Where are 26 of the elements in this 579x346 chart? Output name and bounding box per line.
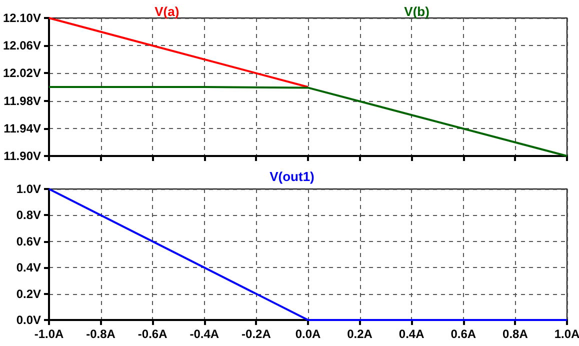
text: V(out1) <box>270 169 314 184</box>
x-tick-label: 0.2A <box>347 327 373 341</box>
x-tick-label: 0.8A <box>502 327 528 341</box>
x-tick-label: 1.0A <box>554 327 579 341</box>
y-tick-label: 0.4V <box>16 260 41 275</box>
x-tick-label: -0.6A <box>138 327 168 341</box>
y-tick-label: 11.90V <box>4 149 41 163</box>
x-tick-label: -0.8A <box>86 327 116 341</box>
x-tick-label: -0.4A <box>190 327 220 341</box>
text: V(b) <box>404 4 430 19</box>
x-tick-label: 0.0A <box>295 327 321 341</box>
y-tick-label: 1.0V <box>16 182 41 196</box>
y-tick-label: 11.94V <box>4 121 41 136</box>
y-tick-label: 11.98V <box>4 94 41 108</box>
x-tick-label: 0.4A <box>398 327 425 341</box>
y-tick-label: 12.06V <box>2 38 41 53</box>
x-tick-label: -1.0A <box>34 327 64 341</box>
x-tick-label: 0.6A <box>450 327 476 341</box>
y-tick-label: 0.6V <box>16 234 41 248</box>
y-tick-label: 12.10V <box>2 11 41 25</box>
y-tick-label: 0.0V <box>16 313 41 327</box>
y-tick-label: 0.8V <box>16 208 41 222</box>
y-tick-label: 12.02V <box>2 66 41 80</box>
y-tick-label: 0.2V <box>16 286 41 301</box>
x-tick-label: -0.2A <box>242 327 272 341</box>
text: V(a) <box>154 4 180 19</box>
